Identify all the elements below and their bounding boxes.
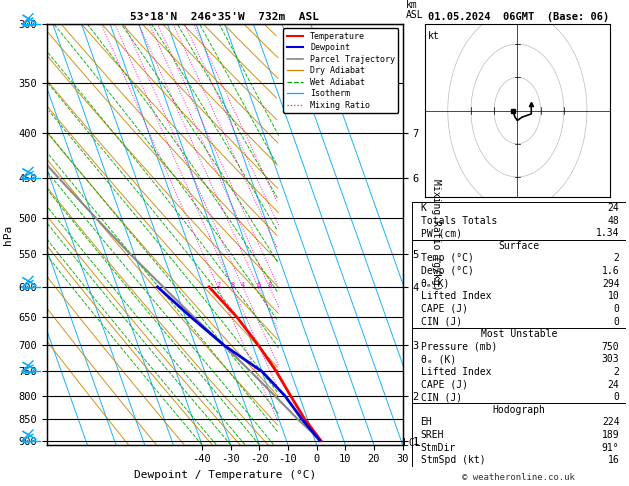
Text: 16: 16 [608,455,620,465]
Text: 2: 2 [613,253,620,263]
Text: 1.34: 1.34 [596,228,620,238]
Text: StmSpd (kt): StmSpd (kt) [421,455,485,465]
Text: 8: 8 [268,282,272,288]
Text: 24: 24 [608,203,620,213]
Text: 2: 2 [216,282,220,288]
Text: Lifted Index: Lifted Index [421,367,491,377]
Text: Dewp (°C): Dewp (°C) [421,266,474,276]
Text: LCL: LCL [403,437,420,448]
Text: PW (cm): PW (cm) [421,228,462,238]
Text: 0: 0 [613,304,620,314]
Text: Surface: Surface [498,241,540,251]
Text: StmDir: StmDir [421,443,456,452]
X-axis label: Dewpoint / Temperature (°C): Dewpoint / Temperature (°C) [134,470,316,480]
Text: Mixing Ratio (g/kg): Mixing Ratio (g/kg) [431,179,441,290]
Text: CAPE (J): CAPE (J) [421,380,467,390]
Text: 1.6: 1.6 [602,266,620,276]
Text: Temp (°C): Temp (°C) [421,253,474,263]
Text: K: K [421,203,426,213]
Text: SREH: SREH [421,430,444,440]
Title: 53°18'N  246°35'W  732m  ASL: 53°18'N 246°35'W 732m ASL [130,12,320,22]
Text: Lifted Index: Lifted Index [421,291,491,301]
Text: 91°: 91° [602,443,620,452]
Text: 0: 0 [613,392,620,402]
Text: Pressure (mb): Pressure (mb) [421,342,497,352]
Text: Hodograph: Hodograph [493,405,545,415]
Text: 303: 303 [602,354,620,364]
Legend: Temperature, Dewpoint, Parcel Trajectory, Dry Adiabat, Wet Adiabat, Isotherm, Mi: Temperature, Dewpoint, Parcel Trajectory… [284,29,398,113]
Text: θₑ(K): θₑ(K) [421,278,450,289]
Text: km
ASL: km ASL [406,0,424,20]
Text: 10: 10 [608,291,620,301]
Text: 224: 224 [602,417,620,427]
Text: 48: 48 [608,216,620,226]
Text: 189: 189 [602,430,620,440]
Text: 294: 294 [602,278,620,289]
Text: kt: kt [428,31,440,41]
Text: 6: 6 [257,282,261,288]
Text: Most Unstable: Most Unstable [481,329,557,339]
Text: 3: 3 [231,282,235,288]
Text: CIN (J): CIN (J) [421,392,462,402]
Text: 750: 750 [602,342,620,352]
Text: 4: 4 [241,282,245,288]
Text: © weatheronline.co.uk: © weatheronline.co.uk [462,473,576,482]
Text: 2: 2 [613,367,620,377]
Text: 0: 0 [613,316,620,327]
Text: EH: EH [421,417,432,427]
Text: θₑ (K): θₑ (K) [421,354,456,364]
Text: 24: 24 [608,380,620,390]
Text: Totals Totals: Totals Totals [421,216,497,226]
Text: CIN (J): CIN (J) [421,316,462,327]
Text: CAPE (J): CAPE (J) [421,304,467,314]
Y-axis label: hPa: hPa [3,225,13,244]
Text: 01.05.2024  06GMT  (Base: 06): 01.05.2024 06GMT (Base: 06) [428,12,610,22]
